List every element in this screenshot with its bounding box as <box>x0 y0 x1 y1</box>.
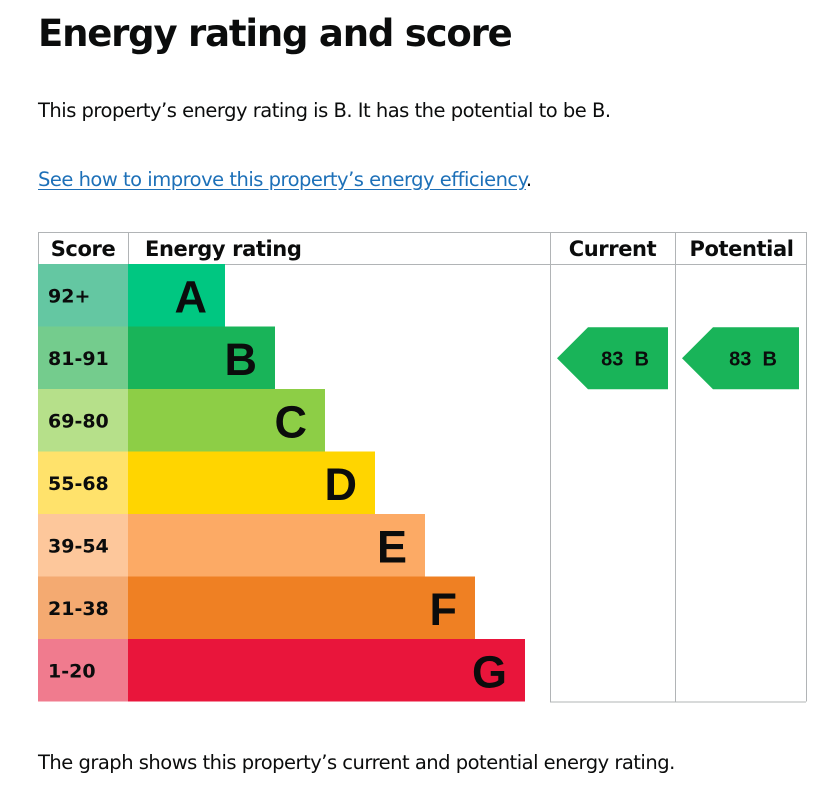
score-cell-b <box>38 326 128 389</box>
improve-energy-link[interactable]: See how to improve this property’s energ… <box>38 168 526 191</box>
band-letter-c: C <box>275 396 308 447</box>
band-letter-a: A <box>175 271 208 322</box>
band-letter-e: E <box>377 521 407 572</box>
band-bar-e <box>128 514 425 577</box>
band-letter-f: F <box>430 584 458 635</box>
improve-paragraph: See how to improve this property’s energ… <box>38 165 532 195</box>
score-range-g: 1-20 <box>48 660 96 682</box>
band-bar-f <box>128 576 475 639</box>
potential-rating-arrow <box>682 327 799 390</box>
band-bar-a <box>128 264 225 327</box>
band-bar-d <box>128 451 375 514</box>
rating-bands: 92+ A 81-91 B 69-80 C 55-68 D 39-54 E 21-38 F 1-20 G <box>38 264 525 702</box>
score-cell-e <box>38 514 128 577</box>
rating-summary: This property’s energy rating is B. It h… <box>38 99 611 122</box>
rating-arrows: 83 B 83 B <box>557 327 799 390</box>
score-range-b: 81-91 <box>48 348 109 370</box>
score-range-f: 21-38 <box>48 598 109 620</box>
header-current: Current <box>569 237 657 261</box>
current-rating-label: 83 B <box>601 348 649 370</box>
score-cell-g <box>38 639 128 702</box>
current-rating-arrow <box>557 327 668 390</box>
band-bar-b <box>128 326 275 389</box>
header-score: Score <box>51 237 116 261</box>
graph-footnote: The graph shows this property’s current … <box>38 751 675 774</box>
score-cell-a <box>38 264 128 327</box>
band-letter-g: G <box>472 646 507 697</box>
band-bar-c <box>128 389 325 452</box>
score-cell-f <box>38 576 128 639</box>
energy-rating-chart: Score Energy rating Current Potential 92… <box>38 232 807 703</box>
score-range-e: 39-54 <box>48 535 109 557</box>
page-title: Energy rating and score <box>38 12 513 55</box>
potential-rating-label: 83 B <box>729 348 777 370</box>
header-energy-rating: Energy rating <box>145 237 301 261</box>
band-letter-b: B <box>225 334 258 385</box>
score-range-c: 69-80 <box>48 410 109 432</box>
band-bar-g <box>128 639 525 702</box>
band-letter-d: D <box>325 459 358 510</box>
score-range-a: 92+ <box>48 285 90 307</box>
header-potential: Potential <box>689 237 793 261</box>
score-cell-c <box>38 389 128 452</box>
score-range-d: 55-68 <box>48 473 109 495</box>
improve-suffix: . <box>525 168 532 191</box>
score-cell-d <box>38 451 128 514</box>
